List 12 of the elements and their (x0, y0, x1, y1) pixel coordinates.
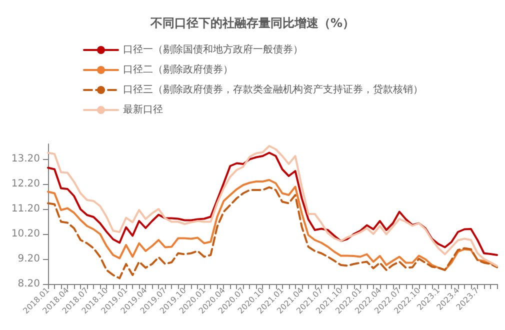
y-tick-label: 10.20 (11, 228, 40, 240)
legend-label: 口径一（剔除国债和地方政府一般债券） (123, 44, 303, 56)
chart-title: 不同口径下的社融存量同比增速（%） (149, 16, 355, 30)
y-tick-label: 8.20 (18, 278, 40, 290)
y-tick-label: 12.20 (11, 178, 40, 190)
line-series (47, 186, 498, 280)
y-tick-label: 11.20 (11, 204, 40, 214)
y-tick-label: 9.20 (18, 254, 40, 264)
legend-label: 口径三（剔除政府债券，存款类金融机构资产支持证券，贷款核销） (123, 84, 423, 96)
legend-label: 最新口径 (123, 104, 163, 116)
legend-label: 口径二（剔除政府债券） (123, 64, 233, 76)
y-tick-label: 13.20 (11, 154, 40, 164)
